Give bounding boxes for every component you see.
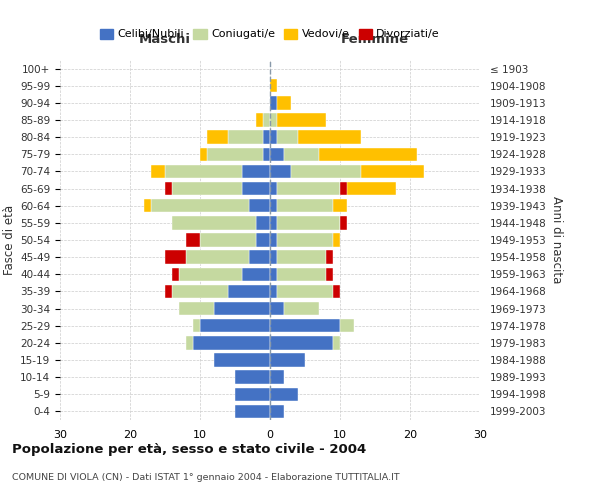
Bar (326, 268, 333, 281)
Bar (207, 148, 263, 161)
Bar (165, 164, 242, 178)
Bar (256, 216, 270, 230)
Bar (151, 164, 165, 178)
Bar (193, 319, 200, 332)
Text: Popolazione per età, sesso e stato civile - 2004: Popolazione per età, sesso e stato civil… (12, 442, 366, 456)
Bar (277, 182, 340, 196)
Text: COMUNE DI VIOLA (CN) - Dati ISTAT 1° gennaio 2004 - Elaborazione TUTTITALIA.IT: COMUNE DI VIOLA (CN) - Dati ISTAT 1° gen… (12, 473, 400, 482)
Bar (340, 216, 347, 230)
Bar (263, 130, 270, 144)
Bar (228, 130, 263, 144)
Bar (172, 284, 228, 298)
Bar (242, 164, 270, 178)
Bar (333, 199, 347, 212)
Bar (235, 370, 270, 384)
Bar (277, 268, 326, 281)
Bar (277, 234, 333, 246)
Bar (270, 404, 284, 418)
Bar (270, 354, 305, 366)
Bar (277, 250, 326, 264)
Bar (207, 130, 228, 144)
Bar (172, 268, 179, 281)
Bar (242, 182, 270, 196)
Bar (270, 199, 277, 212)
Bar (340, 182, 396, 196)
Bar (256, 234, 270, 246)
Bar (270, 79, 277, 92)
Bar (270, 268, 277, 281)
Bar (326, 250, 333, 264)
Bar (200, 148, 207, 161)
Bar (165, 250, 186, 264)
Bar (277, 199, 333, 212)
Legend: Celibi/Nubili, Coniugati/e, Vedovi/e, Divorziati/e: Celibi/Nubili, Coniugati/e, Vedovi/e, Di… (95, 24, 445, 44)
Text: Maschi: Maschi (139, 34, 191, 46)
Bar (179, 302, 214, 316)
Bar (270, 319, 340, 332)
Bar (256, 114, 263, 126)
Bar (270, 114, 277, 126)
Bar (277, 216, 340, 230)
Bar (235, 404, 270, 418)
Bar (270, 148, 284, 161)
Bar (340, 182, 347, 196)
Bar (270, 284, 277, 298)
Bar (361, 164, 424, 178)
Bar (277, 130, 298, 144)
Y-axis label: Anni di nascita: Anni di nascita (550, 196, 563, 284)
Bar (228, 284, 270, 298)
Bar (214, 354, 270, 366)
Bar (165, 182, 172, 196)
Bar (284, 302, 319, 316)
Bar (277, 96, 291, 110)
Bar (270, 336, 333, 349)
Bar (144, 199, 151, 212)
Bar (172, 216, 256, 230)
Bar (270, 302, 284, 316)
Bar (270, 388, 298, 401)
Bar (235, 388, 270, 401)
Bar (333, 234, 340, 246)
Bar (270, 164, 291, 178)
Bar (277, 284, 333, 298)
Bar (298, 130, 361, 144)
Bar (319, 148, 417, 161)
Bar (270, 370, 284, 384)
Bar (249, 199, 270, 212)
Bar (270, 250, 277, 264)
Bar (172, 182, 242, 196)
Bar (284, 148, 319, 161)
Bar (179, 268, 242, 281)
Bar (270, 182, 277, 196)
Bar (340, 319, 354, 332)
Bar (270, 130, 277, 144)
Bar (165, 284, 172, 298)
Bar (193, 336, 270, 349)
Text: Femmine: Femmine (341, 34, 409, 46)
Bar (249, 250, 270, 264)
Bar (270, 96, 277, 110)
Bar (186, 336, 193, 349)
Bar (263, 148, 270, 161)
Bar (186, 234, 200, 246)
Bar (340, 216, 347, 230)
Bar (333, 284, 340, 298)
Bar (214, 302, 270, 316)
Bar (242, 268, 270, 281)
Bar (263, 114, 270, 126)
Bar (270, 234, 277, 246)
Bar (200, 234, 256, 246)
Bar (333, 336, 340, 349)
Bar (186, 250, 249, 264)
Y-axis label: Fasce di età: Fasce di età (3, 205, 16, 275)
Bar (291, 164, 361, 178)
Bar (270, 216, 277, 230)
Bar (277, 114, 326, 126)
Bar (151, 199, 249, 212)
Bar (200, 319, 270, 332)
